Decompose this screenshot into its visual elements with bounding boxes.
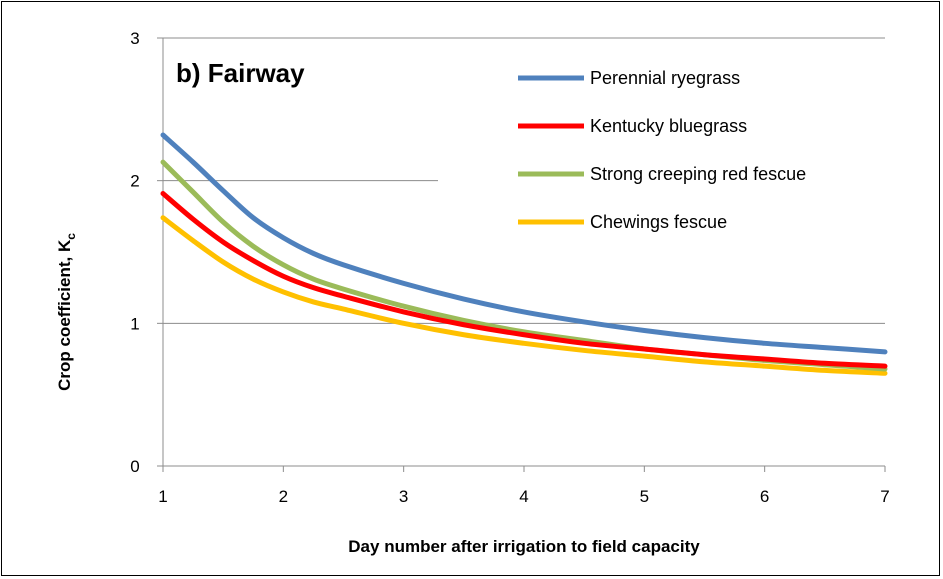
series-lines: [160, 132, 888, 376]
axes: [162, 38, 885, 467]
legend-label-chewings-fescue: Chewings fescue: [590, 212, 727, 232]
y-tick-label-1: 1: [130, 314, 139, 333]
y-axis-title-main: Crop coefficient, K: [55, 239, 74, 391]
x-tick-label-2: 2: [279, 487, 288, 506]
series-line-strong-creeping-red-fescue: [160, 159, 888, 372]
x-tick-labels: 1 2 3 4 5 6 7: [158, 466, 890, 506]
x-tick-label-6: 6: [760, 487, 769, 506]
x-tick-label-5: 5: [640, 487, 649, 506]
series-line-chewings-fescue: [160, 215, 888, 376]
legend-label-kentucky-bluegrass: Kentucky bluegrass: [590, 116, 747, 136]
chart-title: b) Fairway: [176, 58, 305, 88]
x-tick-label-3: 3: [399, 487, 408, 506]
series-line-kentucky-bluegrass: [160, 191, 888, 369]
y-tick-label-2: 2: [130, 172, 139, 191]
y-tick-labels: 0 1 2 3: [130, 29, 163, 476]
y-tick-label-3: 3: [130, 29, 139, 48]
grid-lines: [163, 37, 885, 324]
series-line-perennial-ryegrass: [160, 132, 888, 355]
y-tick-label-0: 0: [130, 457, 139, 476]
y-axis-title: Crop coefficient, Kc: [55, 233, 78, 391]
x-tick-label-1: 1: [158, 487, 167, 506]
x-tick-label-7: 7: [880, 487, 889, 506]
legend-label-perennial-ryegrass: Perennial ryegrass: [590, 68, 740, 88]
legend-label-strong-creeping-red-fescue: Strong creeping red fescue: [590, 164, 806, 184]
x-tick-label-4: 4: [519, 487, 528, 506]
legend: Perennial ryegrass Kentucky bluegrass Stro…: [518, 68, 806, 232]
x-axis-title: Day number after irrigation to field cap…: [348, 537, 700, 556]
y-axis-title-subscript: c: [64, 233, 78, 240]
